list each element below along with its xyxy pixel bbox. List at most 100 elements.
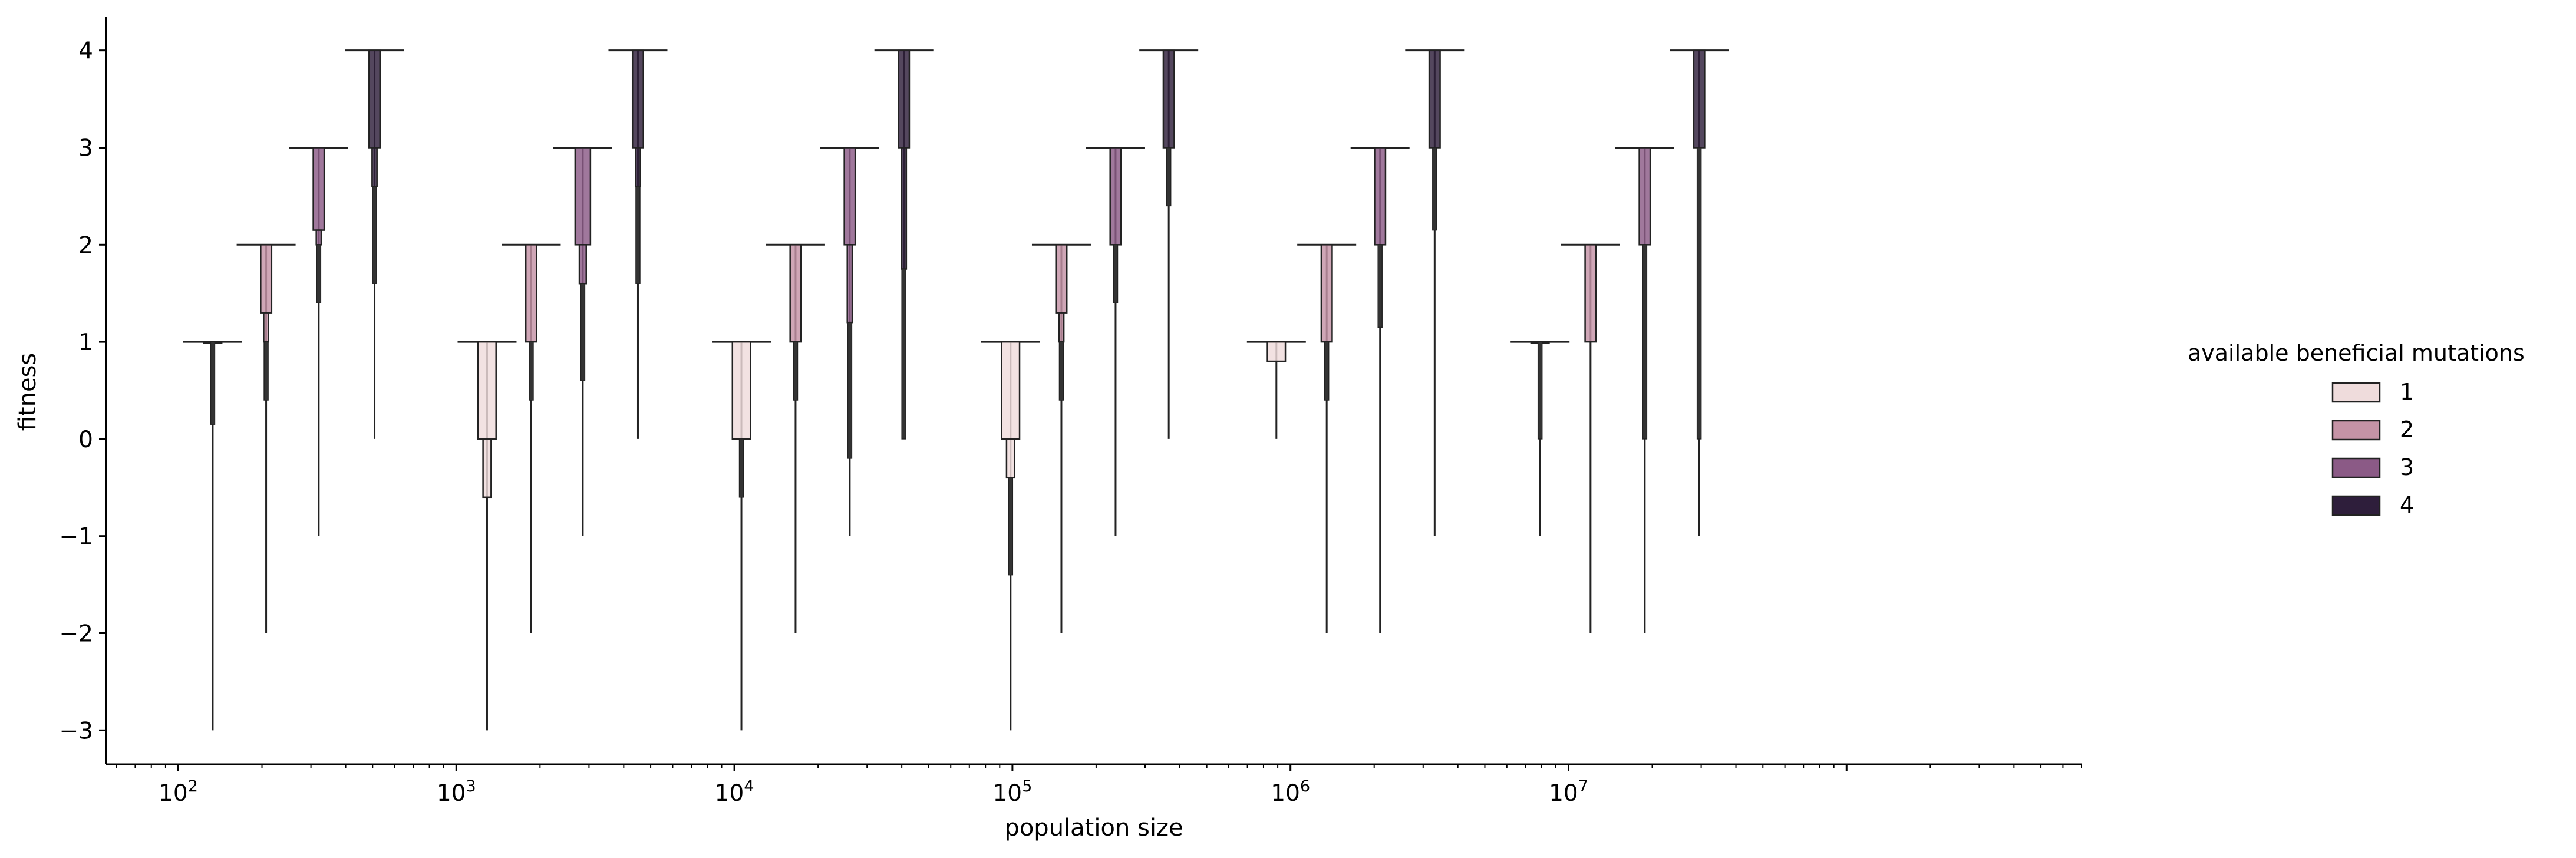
- box-level-2: [263, 312, 269, 343]
- box-level-tail: [316, 244, 322, 303]
- box-level-2: [315, 229, 322, 246]
- y-axis-label: fitness: [14, 353, 41, 431]
- boxen-group-m3: [289, 146, 348, 536]
- x-tick-label: 105: [992, 777, 1032, 807]
- x-tick-label: 102: [159, 777, 198, 807]
- legend-title: available beneficial mutations: [2188, 340, 2525, 366]
- boxen-group-m4: [608, 50, 668, 439]
- box-level-tail: [901, 268, 906, 440]
- box-level-1: [1055, 244, 1068, 314]
- box-level-1: [843, 147, 856, 246]
- box-level-tail: [1696, 147, 1702, 440]
- y-tick-label: −2: [60, 621, 94, 648]
- box-level-1: [789, 244, 802, 343]
- boxen-group-m3: [1350, 146, 1410, 633]
- legend-swatch-2: [2331, 420, 2381, 441]
- boxen-group-m2: [1561, 243, 1620, 633]
- box-level-tail: [1058, 341, 1064, 401]
- boxen-group-m1: [712, 341, 771, 731]
- box-level-2: [846, 244, 853, 324]
- legend-label-1: 1: [2400, 379, 2414, 405]
- boxen-group-m2: [502, 243, 561, 633]
- box-level-tail: [529, 341, 534, 401]
- boxen-group-m2: [766, 243, 825, 633]
- box-level-1: [312, 147, 325, 231]
- boxen-group-m3: [820, 146, 879, 536]
- axes: [105, 16, 2082, 765]
- legend-label-2: 2: [2400, 417, 2414, 443]
- boxen-group-m1: [457, 341, 517, 731]
- y-ticks: −3 −2 −1 0 1 2 3 4: [60, 38, 106, 744]
- box-level-tail: [1642, 244, 1648, 440]
- box-level-tail: [210, 341, 216, 425]
- boxen-group-m3: [553, 146, 612, 536]
- box-level-tail: [1008, 477, 1014, 576]
- x-axis-label: population size: [1004, 814, 1183, 842]
- box-level-tail: [1324, 341, 1330, 401]
- x-tick-label: 106: [1271, 777, 1310, 807]
- boxen-group-m1: [1510, 341, 1570, 536]
- box-level-1: [1693, 50, 1706, 148]
- boxen-group-m1: [1246, 341, 1306, 439]
- box-level-tail: [263, 341, 269, 401]
- y-tick-label: −3: [60, 718, 94, 744]
- boxes: [183, 50, 1729, 731]
- box-level-1: [1162, 50, 1175, 148]
- y-tick-label: 3: [78, 135, 93, 161]
- box-level-1: [1266, 341, 1287, 362]
- box-level-tail: [1113, 244, 1119, 303]
- box-level-2: [371, 147, 378, 187]
- box-level-tail: [738, 438, 744, 498]
- legend-label-3: 3: [2400, 454, 2414, 480]
- boxen-group-m1: [183, 341, 242, 731]
- x-tick-label: 107: [1549, 777, 1588, 807]
- box-level-1: [1109, 147, 1122, 246]
- box-level-1: [1584, 244, 1597, 343]
- x-tick-label: 103: [437, 777, 476, 807]
- box-level-1: [731, 341, 751, 440]
- boxen-group-m2: [1031, 243, 1091, 633]
- boxen-group-m4: [1670, 50, 1729, 536]
- box-level-2: [1058, 312, 1065, 343]
- box-level-1: [631, 50, 644, 148]
- boxen-group-m3: [1615, 146, 1674, 633]
- legend-swatch-4: [2331, 495, 2381, 516]
- box-level-1: [525, 244, 537, 343]
- boxen-group-m2: [236, 243, 296, 633]
- box-level-tail: [372, 186, 377, 284]
- y-tick-label: 0: [78, 427, 93, 453]
- box-level-tail: [847, 322, 853, 459]
- legend: available beneficial mutations 1 2 3 4: [2188, 340, 2525, 518]
- y-tick-label: −1: [60, 524, 94, 550]
- box-level-1: [898, 50, 911, 148]
- legend-swatch-1: [2331, 382, 2381, 403]
- boxen-group-m4: [345, 50, 404, 439]
- box-level-1: [260, 244, 273, 314]
- box-level-1: [1001, 341, 1021, 440]
- legend-swatch-3: [2331, 457, 2381, 478]
- box-level-tail: [1432, 147, 1437, 231]
- box-level-1: [477, 341, 497, 440]
- box-level-1: [574, 147, 592, 246]
- y-tick-label: 4: [78, 38, 93, 65]
- box-level-tail: [1166, 147, 1172, 207]
- boxen-group-m1: [981, 341, 1040, 731]
- box-level-1: [1320, 244, 1333, 343]
- boxen-group-m4: [874, 50, 934, 440]
- box-level-2: [635, 147, 641, 187]
- x-ticks: 102 103 104 105 106 107: [116, 764, 2082, 807]
- box-level-tail: [793, 341, 799, 401]
- box-level-tail: [580, 283, 586, 381]
- boxen-group-m4: [1139, 50, 1199, 439]
- x-tick-label: 104: [715, 777, 754, 807]
- y-tick-label: 2: [78, 232, 93, 259]
- boxen-group-m2: [1297, 243, 1357, 633]
- boxen-group-m3: [1086, 146, 1145, 536]
- box-level-2: [1005, 438, 1015, 479]
- box-level-1: [1428, 50, 1441, 148]
- legend-label-4: 4: [2400, 492, 2414, 518]
- box-level-1: [368, 50, 381, 148]
- boxen-group-m4: [1405, 50, 1465, 536]
- box-level-1: [1638, 147, 1651, 246]
